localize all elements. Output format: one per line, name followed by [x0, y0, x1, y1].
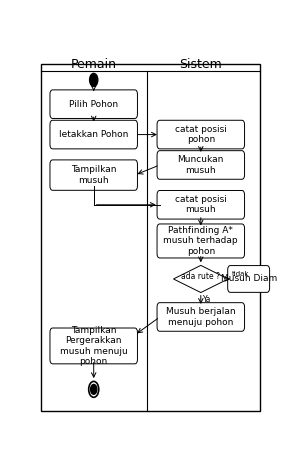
- Text: Tampilkan
musuh: Tampilkan musuh: [71, 165, 116, 185]
- FancyBboxPatch shape: [157, 224, 245, 258]
- FancyBboxPatch shape: [50, 160, 138, 190]
- FancyBboxPatch shape: [228, 266, 270, 292]
- Circle shape: [90, 73, 98, 86]
- FancyBboxPatch shape: [157, 151, 245, 179]
- Text: Sistem: Sistem: [179, 58, 222, 71]
- FancyBboxPatch shape: [50, 120, 138, 149]
- Circle shape: [91, 384, 97, 394]
- FancyBboxPatch shape: [157, 303, 245, 331]
- Text: Musuh berjalan
menuju pohon: Musuh berjalan menuju pohon: [166, 307, 235, 327]
- FancyBboxPatch shape: [157, 190, 245, 219]
- Text: Tampilkan
Pergerakkan
musuh menuju
pohon: Tampilkan Pergerakkan musuh menuju pohon: [60, 326, 128, 366]
- Text: letakkan Pohon: letakkan Pohon: [59, 130, 128, 139]
- Text: Musuh Diam: Musuh Diam: [220, 274, 277, 283]
- FancyBboxPatch shape: [50, 328, 138, 364]
- Text: Ya: Ya: [203, 295, 211, 304]
- Text: ada rute ?: ada rute ?: [181, 272, 220, 281]
- FancyBboxPatch shape: [50, 90, 138, 118]
- Text: Pathfinding A*
musuh terhadap
pohon: Pathfinding A* musuh terhadap pohon: [163, 226, 238, 256]
- Text: tidak: tidak: [232, 271, 249, 276]
- Polygon shape: [173, 266, 228, 292]
- Text: Pemain: Pemain: [71, 58, 117, 71]
- FancyBboxPatch shape: [157, 120, 245, 149]
- Text: Pilih Pohon: Pilih Pohon: [69, 100, 118, 109]
- Text: catat posisi
musuh: catat posisi musuh: [175, 195, 227, 214]
- Text: catat posisi
pohon: catat posisi pohon: [175, 125, 227, 144]
- Text: Muncukan
musuh: Muncukan musuh: [178, 155, 224, 175]
